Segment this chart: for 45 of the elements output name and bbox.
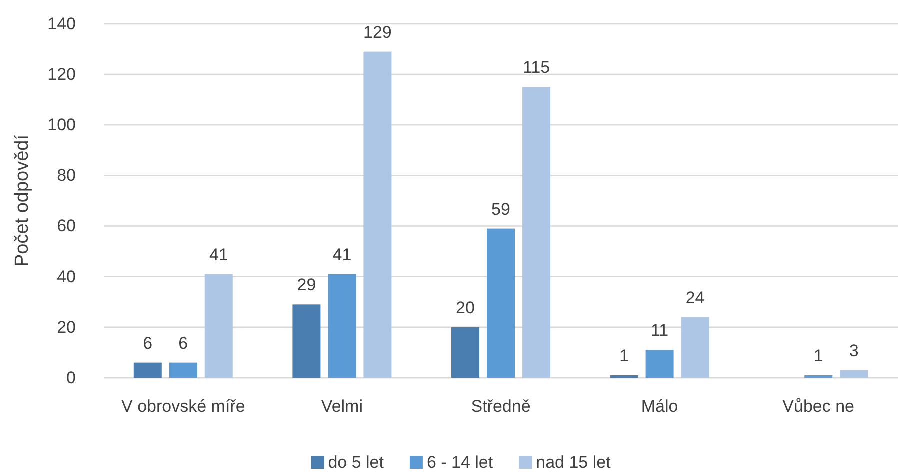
bar <box>328 274 356 378</box>
bar <box>610 375 638 378</box>
legend-label: do 5 let <box>328 453 384 472</box>
y-tick-label: 40 <box>57 267 76 286</box>
bar <box>134 362 162 378</box>
data-label: 41 <box>209 245 228 264</box>
bar <box>522 87 550 378</box>
legend-label: nad 15 let <box>536 453 612 472</box>
y-tick-label: 100 <box>48 116 76 135</box>
bar <box>840 370 868 378</box>
data-label: 115 <box>522 58 550 78</box>
data-label: 1 <box>620 346 630 366</box>
x-tick-label: Velmi <box>321 397 363 416</box>
bar <box>487 228 515 378</box>
data-label: 24 <box>686 288 705 308</box>
data-label: 129 <box>364 22 392 42</box>
y-tick-label: 20 <box>57 318 76 337</box>
x-tick-label: V obrovské míře <box>122 397 246 416</box>
x-tick-label: Vůbec ne <box>782 397 855 416</box>
data-label: 29 <box>297 276 316 295</box>
data-label: 3 <box>849 341 859 360</box>
data-label: 59 <box>492 200 510 219</box>
y-axis-title: Počet odpovědí <box>12 134 33 268</box>
bar <box>204 274 233 378</box>
bar <box>292 304 321 378</box>
legend-label: 6 - 14 let <box>426 453 494 472</box>
bar <box>364 52 392 378</box>
bar <box>681 317 710 378</box>
data-label: 11 <box>650 321 669 340</box>
data-label: 6 <box>178 334 188 353</box>
bar <box>804 375 833 378</box>
y-tick-label: 0 <box>66 368 76 388</box>
bar <box>646 350 674 378</box>
data-label: 20 <box>456 298 475 318</box>
x-tick-label: Středně <box>471 397 531 416</box>
y-tick-label: 60 <box>57 216 76 236</box>
x-tick-label: Málo <box>641 397 678 416</box>
data-label: 41 <box>332 245 352 264</box>
data-label: 1 <box>814 346 824 366</box>
bar <box>452 327 480 378</box>
y-tick-label: 80 <box>57 166 76 186</box>
bar <box>169 362 198 378</box>
y-tick-label: 140 <box>48 14 76 34</box>
y-tick-label: 120 <box>48 65 76 84</box>
data-label: 6 <box>143 334 153 353</box>
